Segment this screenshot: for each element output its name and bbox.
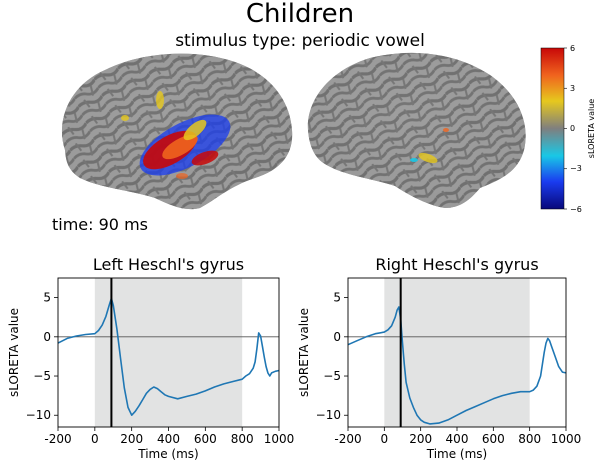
shaded-window <box>384 278 530 427</box>
x-tick-label: 0 <box>381 432 389 446</box>
colorbar-tick: 6 <box>570 44 575 53</box>
x-tick-label: 600 <box>194 432 217 446</box>
y-axis-label: sLORETA value <box>7 308 21 397</box>
x-tick-label: 800 <box>231 432 254 446</box>
x-tick-label: 400 <box>446 432 469 446</box>
chart-left-heschls-gyrus: -200 0 200 400 600 800 1000 5 0 −5 −10 Left Heschl'… <box>7 255 294 461</box>
figure-title: Children <box>246 0 354 29</box>
x-tick-label: -200 <box>334 432 361 446</box>
y-tick-label: −5 <box>323 369 341 383</box>
chart-right-heschls-gyrus: -200 0 200 400 600 800 1000 5 0 −5 −10 Right Heschl… <box>297 255 581 461</box>
y-tick-label: 5 <box>333 291 341 305</box>
figure-subtitle: stimulus type: periodic vowel <box>175 31 425 51</box>
colorbar: 6 3 0 −3 −6 sLORETA value <box>540 44 596 214</box>
series-line <box>57 297 280 416</box>
y-axis-label: sLORETA value <box>297 308 311 397</box>
right-hemisphere-brain <box>307 52 526 209</box>
shaded-window <box>94 278 243 427</box>
colorbar-tick: −6 <box>570 205 582 214</box>
colorbar-tick: 3 <box>570 84 575 93</box>
x-tick-label: 200 <box>409 432 432 446</box>
y-tick-label: −10 <box>26 408 51 422</box>
y-tick-label: 5 <box>43 291 51 305</box>
x-tick-label: 400 <box>157 432 180 446</box>
x-tick-label: 1000 <box>264 432 295 446</box>
x-tick-label: 800 <box>518 432 541 446</box>
left-hemisphere-brain <box>61 53 293 210</box>
y-tick-label: −10 <box>316 408 341 422</box>
colorbar-tick: 0 <box>570 124 575 133</box>
x-tick-label: 600 <box>482 432 505 446</box>
time-label: time: 90 ms <box>52 215 148 234</box>
colorbar-gradient <box>540 47 565 210</box>
colorbar-tick: −3 <box>570 164 582 173</box>
x-axis-label: Time (ms) <box>426 447 488 461</box>
series-line <box>347 306 567 425</box>
x-axis-label: Time (ms) <box>137 447 199 461</box>
y-tick-label: 0 <box>333 330 341 344</box>
chart-title: Right Heschl's gyrus <box>375 255 538 274</box>
x-tick-label: -200 <box>44 432 71 446</box>
x-tick-label: 200 <box>120 432 143 446</box>
x-tick-label: 0 <box>91 432 99 446</box>
colorbar-label: sLORETA value <box>587 99 596 158</box>
y-tick-label: 0 <box>43 330 51 344</box>
x-tick-label: 1000 <box>551 432 582 446</box>
y-tick-label: −5 <box>33 369 51 383</box>
chart-title: Left Heschl's gyrus <box>93 255 244 274</box>
